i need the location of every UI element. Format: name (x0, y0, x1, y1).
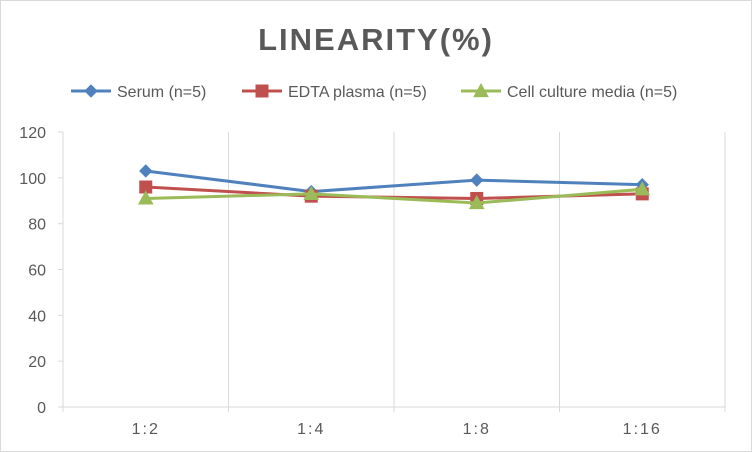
y-tick-label: 120 (19, 125, 46, 142)
triangle-marker (303, 185, 320, 200)
y-tick-label: 80 (28, 217, 46, 234)
x-tick-label: 1:8 (463, 421, 491, 438)
series-line (145, 187, 643, 205)
triangle-marker (468, 195, 485, 210)
legend-label: Serum (n=5) (117, 84, 206, 101)
x-tick-label: 1:2 (132, 421, 160, 438)
y-tick-label: 100 (19, 171, 46, 188)
triangle-marker (137, 190, 154, 205)
square-marker (255, 84, 269, 98)
legend-label: EDTA plasma (n=5) (288, 84, 427, 101)
y-tick-label: 20 (28, 354, 46, 371)
legend-item: Serum (n=5) (71, 84, 206, 101)
y-tick-label: 0 (37, 400, 46, 417)
triangle-marker (634, 181, 651, 196)
triangle-marker (473, 82, 489, 98)
y-tick-label: 40 (28, 308, 46, 325)
legend-item: EDTA plasma (n=5) (242, 84, 427, 101)
legend-item: Cell culture media (n=5) (461, 82, 677, 101)
chart-legend: Serum (n=5) EDTA plasma (n=5) Cell culture… (71, 82, 677, 101)
series-3 (137, 181, 651, 210)
chart-title: LINEARITY(%) (258, 22, 494, 57)
grid-lines (228, 132, 726, 407)
y-tick-label: 60 (28, 263, 46, 280)
tick-labels: 0 20 40 60 80 100 120 1:2 1:4 1:8 1:16 (19, 125, 662, 438)
diamond-marker (84, 84, 98, 98)
diamond-marker (470, 173, 484, 187)
axes (58, 131, 726, 412)
series-line (145, 169, 643, 194)
diamond-marker (139, 164, 153, 178)
legend-label: Cell culture media (n=5) (507, 84, 677, 101)
series-lines (137, 164, 651, 210)
x-tick-label: 1:16 (623, 421, 662, 438)
x-tick-label: 1:4 (297, 421, 325, 438)
